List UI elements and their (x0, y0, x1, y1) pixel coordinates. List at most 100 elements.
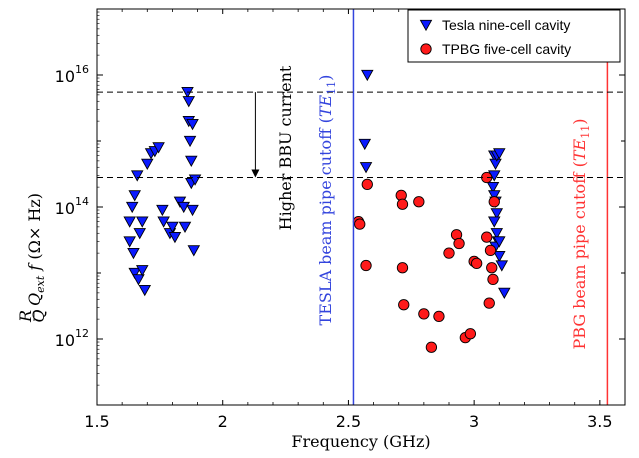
data-point (361, 178, 373, 191)
data-point (156, 204, 169, 217)
data-point (185, 155, 198, 168)
cutoff-label-math: TE (316, 95, 335, 118)
cutoff-label-sub: 11 (579, 125, 592, 139)
data-point (123, 216, 136, 228)
cutoff-label-prefix: PBG beam pipe cutoff ( (570, 161, 589, 349)
x-axis-title: Frequency (GHz) (291, 432, 430, 451)
y-tick-exp: 12 (75, 327, 89, 340)
data-point (132, 274, 145, 286)
y-title-den: Q (29, 309, 48, 322)
data-point (498, 287, 511, 300)
y-title-rest: Qext f (Ω× Hz) (25, 193, 47, 306)
cutoff-label-suffix: ) (570, 119, 589, 125)
data-point (128, 267, 141, 280)
series-2 (352, 171, 500, 353)
data-point (187, 245, 201, 257)
data-point (487, 273, 499, 286)
y-tick-exp: 16 (75, 63, 89, 76)
cutoff-label-math: TE (570, 138, 589, 161)
data-point (152, 142, 165, 154)
y-title-ext: ext (34, 275, 47, 293)
data-point (359, 162, 373, 174)
x-tick-label: 3 (469, 412, 479, 431)
data-point (433, 310, 445, 323)
y-title-fraction: RQ (16, 309, 48, 323)
legend-marker-circle (420, 43, 432, 55)
legend-label: TPBG five-cell cavity (442, 41, 571, 57)
data-point (493, 236, 506, 248)
cutoff-label-2: PBG beam pipe cutoff (TE11) (570, 119, 592, 350)
data-point (396, 198, 409, 210)
data-point (166, 221, 179, 234)
cutoff-label-suffix: ) (316, 75, 335, 81)
data-point (125, 201, 139, 214)
y-title-num: R (16, 310, 35, 323)
y-tick-label: 1014 (55, 195, 89, 218)
bbu-annotation: Higher BBU current (276, 65, 295, 230)
data-point (495, 260, 509, 272)
x-tick-label: 2 (218, 412, 228, 431)
y-tick-label: 1016 (55, 63, 89, 86)
data-point (443, 247, 455, 259)
y-axis-title: RQ Qext f (Ω× Hz) (16, 193, 48, 323)
data-point (486, 262, 498, 274)
data-point (135, 216, 149, 228)
data-point (484, 244, 497, 257)
data-point (127, 248, 140, 260)
cutoff-label-sub: 11 (325, 81, 338, 95)
data-point (361, 69, 374, 82)
data-point (490, 228, 504, 240)
data-point (398, 299, 410, 311)
data-point (168, 231, 182, 244)
y-tick-base: 10 (55, 67, 75, 86)
legend-marker-triangle (419, 19, 433, 32)
data-point (141, 158, 154, 171)
y-tick-base: 10 (55, 199, 75, 218)
x-tick-label: 2.5 (336, 412, 361, 431)
data-point (186, 119, 199, 131)
data-point (487, 190, 501, 202)
data-point (360, 259, 372, 272)
series-1 (123, 69, 511, 300)
annotations: Higher BBU current TESLA beam pipe cutoff… (97, 9, 625, 405)
data-point (130, 170, 144, 182)
data-point (471, 257, 483, 270)
data-point (453, 237, 465, 250)
legend-box (407, 9, 621, 63)
data-point (493, 251, 506, 263)
legend-label: Tesla nine-cell cavity (442, 17, 570, 33)
data-point (354, 218, 366, 230)
data-point (178, 221, 192, 234)
y-tick-base: 10 (55, 331, 75, 350)
cutoff-label-prefix: TESLA beam pipe cutoff ( (316, 117, 335, 325)
x-tick-label: 1.5 (84, 412, 109, 431)
y-tick-label: 1012 (55, 327, 89, 350)
plot-frame (96, 8, 626, 406)
cutoff-label-1: TESLA beam pipe cutoff (TE11) (316, 75, 338, 326)
y-title-unit: (Ω× Hz) (25, 193, 44, 265)
data-point (186, 204, 199, 217)
data-point (177, 201, 191, 214)
data-point (135, 265, 149, 277)
data-point (486, 182, 500, 194)
y-tick-exp: 14 (75, 195, 89, 208)
data-point (396, 262, 409, 274)
data-point (488, 196, 500, 208)
plot-marks (123, 69, 511, 353)
data-point (138, 285, 152, 297)
data-point (413, 196, 425, 208)
x-tick-label: 3.5 (587, 412, 612, 431)
data-point (493, 148, 506, 160)
data-point (487, 216, 501, 228)
data-point (483, 297, 495, 309)
legend: Tesla nine-cell cavity TPBG five-cell cav… (407, 9, 621, 63)
data-point (418, 308, 430, 320)
data-point (183, 135, 197, 148)
data-point (133, 228, 147, 240)
data-point (358, 138, 372, 151)
data-point (490, 208, 504, 220)
data-point (182, 96, 196, 108)
data-point (123, 236, 136, 248)
data-point (128, 190, 141, 202)
